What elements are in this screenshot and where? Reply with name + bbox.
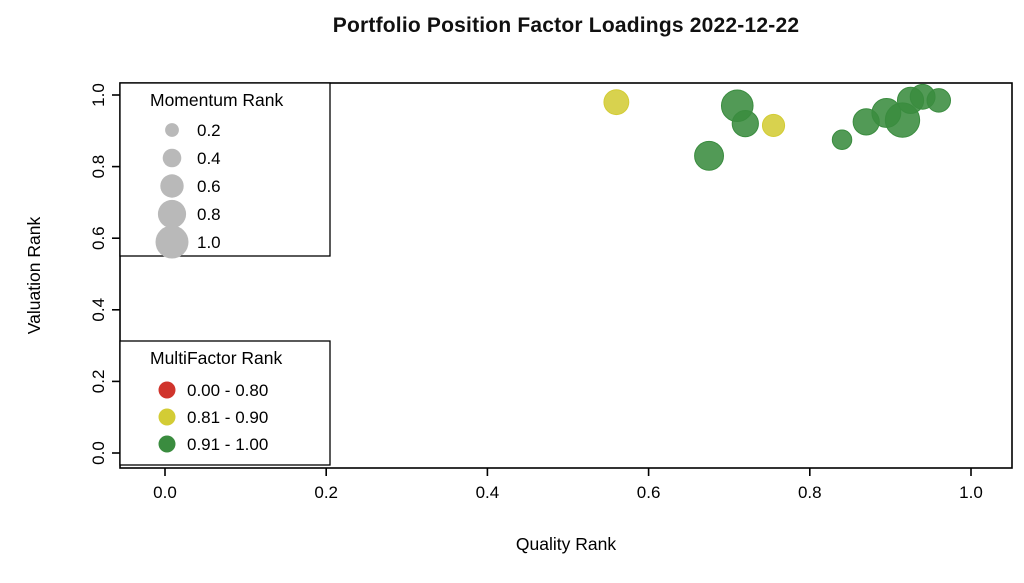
chart-title: Portfolio Position Factor Loadings 2022-…	[332, 14, 800, 37]
scatter-plot: 0.0 0.2 0.4 0.6 0.8 1.0 0.0 0.2 0.4 0.6 0.8 1.0 Qual…	[24, 82, 1013, 554]
y-tick-label: 0.2	[89, 370, 108, 394]
multifactor-legend-title: MultiFactor Rank	[150, 348, 283, 368]
x-tick-label: 0.0	[153, 483, 177, 502]
momentum-legend-label: 0.8	[197, 205, 221, 224]
momentum-legend-bubble	[165, 123, 179, 137]
y-tick-label: 0.0	[89, 441, 108, 465]
y-tick-label: 0.6	[89, 226, 108, 250]
momentum-legend-title: Momentum Rank	[150, 90, 283, 110]
data-point	[926, 88, 952, 113]
momentum-legend-bubble	[162, 148, 182, 168]
momentum-legend-label: 0.6	[197, 177, 221, 196]
momentum-legend-label: 1.0	[197, 233, 221, 252]
data-point	[761, 113, 786, 138]
y-tick-label: 1.0	[89, 83, 108, 107]
data-point	[694, 140, 724, 171]
data-point	[603, 89, 630, 116]
x-axis-label: Quality Rank	[516, 534, 616, 554]
y-tick-label: 0.4	[89, 298, 108, 322]
multifactor-legend-label: 0.00 - 0.80	[187, 381, 268, 400]
x-tick-label: 0.6	[637, 483, 661, 502]
x-tick-label: 0.4	[476, 483, 500, 502]
momentum-legend-label: 0.4	[197, 149, 221, 168]
multifactor-legend-dot	[158, 381, 176, 399]
y-axis-label: Valuation Rank	[24, 217, 44, 335]
data-point	[831, 129, 853, 150]
x-tick-label: 0.8	[798, 483, 822, 502]
momentum-legend-box	[119, 82, 331, 257]
x-tick-label: 0.2	[314, 483, 338, 502]
multifactor-legend-label: 0.91 - 1.00	[187, 435, 268, 454]
multifactor-legend-box	[119, 340, 331, 466]
multifactor-legend-label: 0.81 - 0.90	[187, 408, 268, 427]
multifactor-legend-dot	[158, 408, 176, 426]
data-point	[731, 110, 759, 138]
momentum-legend-bubble	[155, 225, 189, 259]
momentum-legend-bubble	[160, 174, 184, 198]
multifactor-legend-dot	[158, 435, 176, 453]
momentum-legend-label: 0.2	[197, 121, 221, 140]
x-tick-label: 1.0	[959, 483, 983, 502]
momentum-legend-bubble	[157, 199, 187, 229]
y-tick-label: 0.8	[89, 155, 108, 179]
plot-box	[119, 82, 1013, 469]
